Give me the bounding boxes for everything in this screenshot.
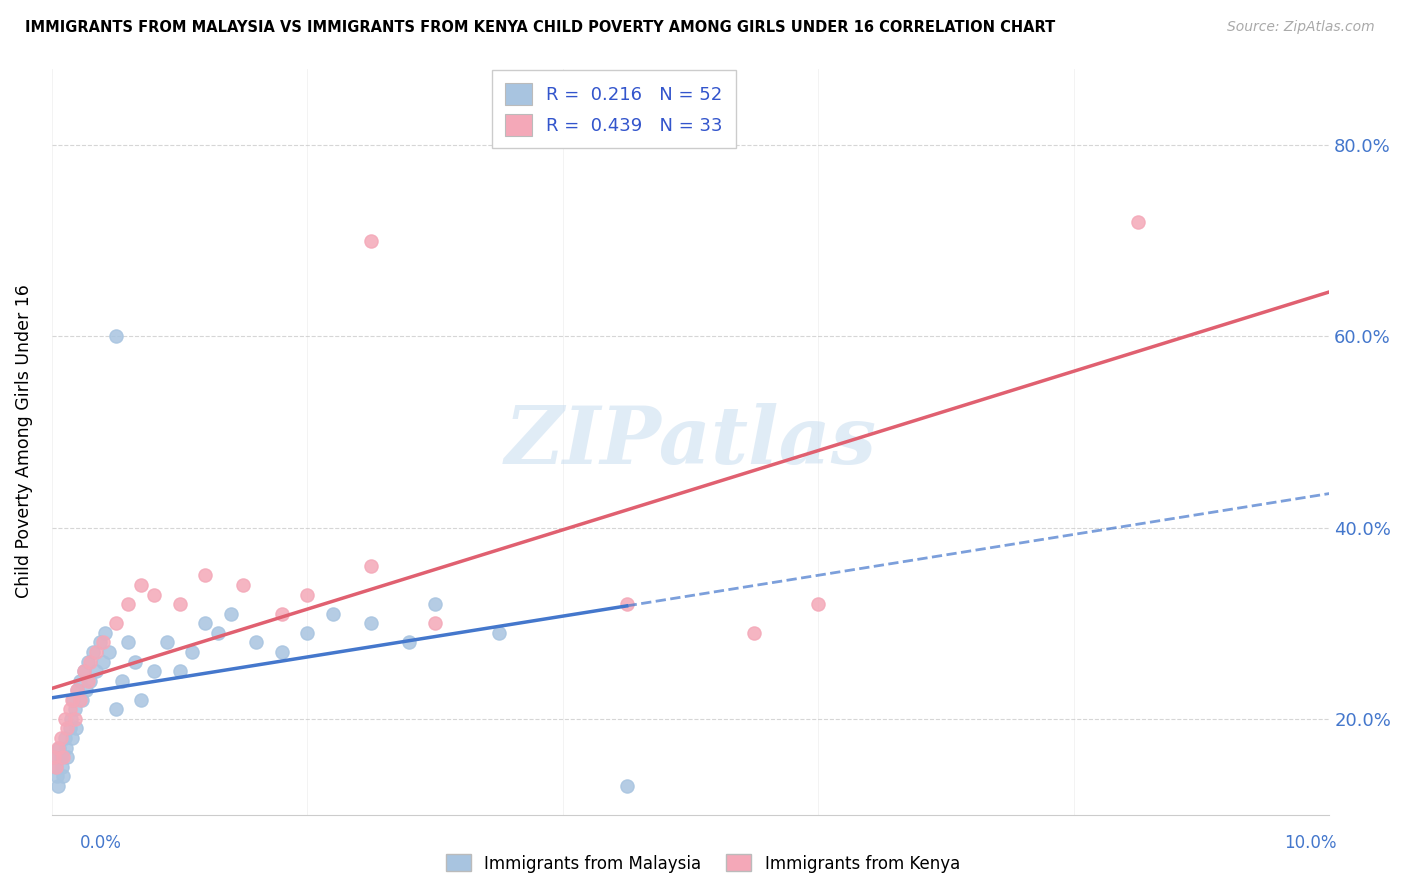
Point bbox=[69, 673, 91, 688]
Point bbox=[45, 769, 67, 783]
Point bbox=[51, 760, 73, 774]
Point bbox=[104, 616, 127, 631]
Point bbox=[129, 578, 152, 592]
Point bbox=[75, 683, 97, 698]
Point bbox=[76, 655, 98, 669]
Point bbox=[60, 693, 83, 707]
Point bbox=[360, 616, 382, 631]
Point bbox=[142, 664, 165, 678]
Point bbox=[86, 664, 108, 678]
Point bbox=[73, 664, 96, 678]
Point bbox=[53, 731, 76, 745]
Point bbox=[46, 740, 69, 755]
Point bbox=[73, 664, 96, 678]
Point bbox=[63, 702, 86, 716]
Point bbox=[423, 597, 446, 611]
Point bbox=[79, 673, 101, 688]
Point bbox=[104, 702, 127, 716]
Point bbox=[56, 722, 79, 736]
Point bbox=[89, 635, 111, 649]
Point bbox=[44, 750, 66, 764]
Point bbox=[86, 645, 108, 659]
Point bbox=[66, 683, 89, 698]
Point bbox=[60, 731, 83, 745]
Legend: R =  0.216   N = 52, R =  0.439   N = 33: R = 0.216 N = 52, R = 0.439 N = 33 bbox=[492, 70, 735, 148]
Point bbox=[69, 693, 91, 707]
Text: 10.0%: 10.0% bbox=[1284, 834, 1337, 852]
Point bbox=[297, 625, 319, 640]
Point bbox=[98, 645, 121, 659]
Point bbox=[82, 645, 104, 659]
Text: 0.0%: 0.0% bbox=[80, 834, 122, 852]
Point bbox=[360, 558, 382, 573]
Y-axis label: Child Poverty Among Girls Under 16: Child Poverty Among Girls Under 16 bbox=[15, 285, 32, 599]
Point bbox=[45, 760, 67, 774]
Point bbox=[616, 597, 638, 611]
Point bbox=[59, 702, 82, 716]
Point bbox=[156, 635, 179, 649]
Point bbox=[129, 693, 152, 707]
Point bbox=[63, 712, 86, 726]
Text: IMMIGRANTS FROM MALAYSIA VS IMMIGRANTS FROM KENYA CHILD POVERTY AMONG GIRLS UNDE: IMMIGRANTS FROM MALAYSIA VS IMMIGRANTS F… bbox=[25, 20, 1056, 35]
Point bbox=[53, 712, 76, 726]
Point bbox=[398, 635, 420, 649]
Point bbox=[48, 740, 70, 755]
Point bbox=[219, 607, 242, 621]
Point bbox=[360, 234, 382, 248]
Point bbox=[56, 750, 79, 764]
Point bbox=[52, 769, 75, 783]
Point bbox=[94, 625, 117, 640]
Point bbox=[65, 722, 87, 736]
Point bbox=[72, 693, 94, 707]
Point bbox=[270, 645, 292, 659]
Point bbox=[44, 750, 66, 764]
Point bbox=[55, 740, 77, 755]
Legend: Immigrants from Malaysia, Immigrants from Kenya: Immigrants from Malaysia, Immigrants fro… bbox=[439, 847, 967, 880]
Point bbox=[117, 597, 139, 611]
Point bbox=[194, 568, 217, 582]
Point bbox=[807, 597, 830, 611]
Text: ZIPatlas: ZIPatlas bbox=[505, 403, 876, 480]
Point bbox=[45, 760, 67, 774]
Point bbox=[117, 635, 139, 649]
Point bbox=[66, 683, 89, 698]
Point bbox=[181, 645, 204, 659]
Point bbox=[232, 578, 254, 592]
Point bbox=[59, 722, 82, 736]
Point bbox=[245, 635, 267, 649]
Point bbox=[169, 597, 191, 611]
Point bbox=[488, 625, 510, 640]
Point bbox=[142, 588, 165, 602]
Point bbox=[91, 655, 114, 669]
Point bbox=[297, 588, 319, 602]
Point bbox=[52, 750, 75, 764]
Point bbox=[46, 779, 69, 793]
Point bbox=[124, 655, 146, 669]
Point bbox=[423, 616, 446, 631]
Point bbox=[59, 712, 82, 726]
Point bbox=[270, 607, 292, 621]
Point bbox=[104, 329, 127, 343]
Point bbox=[111, 673, 134, 688]
Point bbox=[1126, 214, 1149, 228]
Point bbox=[76, 673, 98, 688]
Point bbox=[744, 625, 766, 640]
Point bbox=[79, 655, 101, 669]
Point bbox=[322, 607, 344, 621]
Point bbox=[194, 616, 217, 631]
Point bbox=[169, 664, 191, 678]
Point bbox=[49, 750, 72, 764]
Point bbox=[616, 779, 638, 793]
Point bbox=[62, 693, 84, 707]
Point bbox=[49, 731, 72, 745]
Point bbox=[207, 625, 229, 640]
Text: Source: ZipAtlas.com: Source: ZipAtlas.com bbox=[1227, 20, 1375, 34]
Point bbox=[91, 635, 114, 649]
